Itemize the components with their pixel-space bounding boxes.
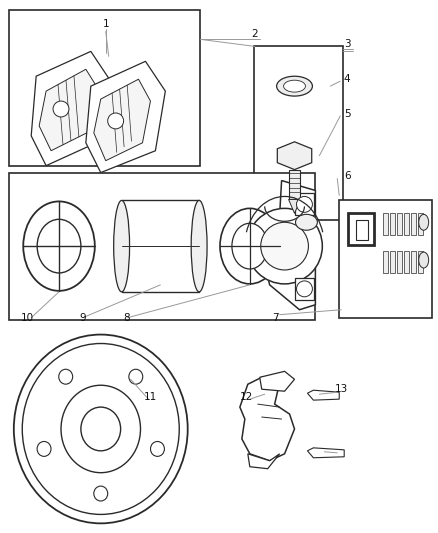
Polygon shape bbox=[31, 51, 111, 166]
Text: 10: 10 bbox=[21, 313, 34, 322]
Ellipse shape bbox=[37, 219, 81, 273]
Bar bbox=[418, 251, 423, 273]
Bar bbox=[254, 46, 343, 220]
Polygon shape bbox=[294, 193, 314, 215]
Text: 4: 4 bbox=[344, 74, 350, 84]
Ellipse shape bbox=[283, 80, 305, 92]
Text: 11: 11 bbox=[144, 392, 157, 402]
Bar bbox=[404, 213, 409, 235]
Ellipse shape bbox=[220, 208, 279, 284]
Bar bbox=[397, 213, 402, 235]
Text: 8: 8 bbox=[123, 313, 130, 322]
Text: 5: 5 bbox=[344, 109, 350, 119]
Bar bbox=[411, 251, 416, 273]
Bar bbox=[418, 213, 423, 235]
Bar bbox=[122, 200, 199, 292]
Ellipse shape bbox=[129, 369, 143, 384]
Text: 3: 3 bbox=[344, 39, 350, 50]
Text: 9: 9 bbox=[80, 313, 86, 322]
Bar bbox=[390, 213, 395, 235]
Ellipse shape bbox=[23, 201, 95, 291]
Polygon shape bbox=[86, 61, 165, 173]
Circle shape bbox=[247, 208, 322, 284]
Ellipse shape bbox=[59, 369, 73, 384]
Bar bbox=[404, 251, 409, 273]
Circle shape bbox=[297, 197, 312, 212]
Polygon shape bbox=[277, 142, 312, 169]
Circle shape bbox=[297, 281, 312, 297]
Bar bbox=[397, 251, 402, 273]
Polygon shape bbox=[39, 69, 101, 151]
Polygon shape bbox=[294, 278, 314, 300]
Bar bbox=[339, 200, 431, 318]
Bar bbox=[348, 213, 374, 245]
Bar bbox=[9, 10, 200, 166]
Polygon shape bbox=[289, 199, 300, 213]
Ellipse shape bbox=[232, 223, 268, 269]
Bar bbox=[383, 213, 388, 235]
Ellipse shape bbox=[37, 441, 51, 456]
Bar bbox=[9, 173, 315, 320]
Polygon shape bbox=[240, 377, 294, 461]
Ellipse shape bbox=[419, 214, 429, 230]
Text: 12: 12 bbox=[240, 392, 254, 402]
Bar bbox=[289, 169, 300, 199]
Polygon shape bbox=[265, 181, 315, 310]
Polygon shape bbox=[307, 448, 344, 458]
Ellipse shape bbox=[114, 200, 130, 292]
Ellipse shape bbox=[191, 200, 207, 292]
Ellipse shape bbox=[277, 76, 312, 96]
Ellipse shape bbox=[14, 335, 188, 523]
Ellipse shape bbox=[296, 214, 318, 230]
Bar bbox=[411, 213, 416, 235]
Bar bbox=[390, 251, 395, 273]
Text: 2: 2 bbox=[251, 29, 258, 39]
Polygon shape bbox=[248, 454, 279, 469]
Ellipse shape bbox=[22, 343, 179, 514]
Polygon shape bbox=[260, 372, 294, 391]
Ellipse shape bbox=[151, 441, 164, 456]
Ellipse shape bbox=[419, 252, 429, 268]
Polygon shape bbox=[307, 390, 339, 400]
Text: 7: 7 bbox=[272, 313, 279, 322]
Polygon shape bbox=[94, 79, 150, 160]
Ellipse shape bbox=[81, 407, 120, 451]
Text: 13: 13 bbox=[335, 384, 348, 394]
Bar bbox=[383, 251, 388, 273]
Circle shape bbox=[53, 101, 69, 117]
Text: 1: 1 bbox=[102, 19, 109, 29]
Circle shape bbox=[108, 113, 124, 129]
Circle shape bbox=[261, 222, 308, 270]
Ellipse shape bbox=[61, 385, 141, 473]
Text: 6: 6 bbox=[344, 171, 350, 181]
Bar bbox=[356, 220, 368, 240]
Ellipse shape bbox=[94, 486, 108, 501]
